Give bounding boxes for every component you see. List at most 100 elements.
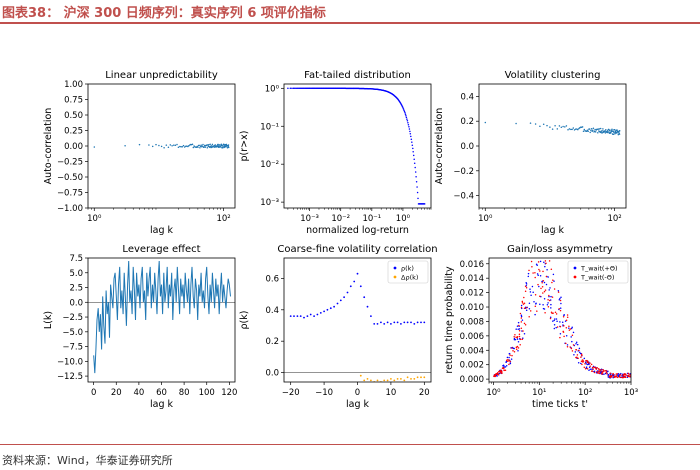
figure-title: 图表38： 沪深 300 日频序列：真实序列 6 项评价指标	[2, 6, 326, 21]
y-tick-label: 0.002	[460, 361, 484, 371]
data-point	[420, 376, 422, 379]
data-point	[613, 131, 615, 133]
x-tick-label: 10⁰	[486, 388, 501, 398]
plot-area	[88, 260, 235, 374]
data-point	[403, 109, 405, 111]
data-point	[515, 328, 517, 330]
data-point	[548, 294, 550, 297]
data-point	[554, 311, 557, 313]
chart-title: Volatility clustering	[505, 70, 601, 81]
data-point	[507, 360, 509, 362]
data-point	[501, 367, 504, 369]
data-point	[413, 162, 416, 165]
data-point	[565, 335, 568, 337]
data-point	[537, 261, 540, 263]
data-point	[500, 369, 502, 371]
legend-label: Δρ(k)	[401, 274, 418, 282]
data-point	[549, 287, 551, 289]
data-point	[517, 349, 519, 352]
data-point	[571, 334, 574, 336]
data-point	[515, 336, 517, 338]
data-point	[416, 321, 419, 324]
data-point	[565, 327, 568, 329]
data-point	[597, 367, 600, 370]
data-point	[370, 379, 372, 382]
data-point	[590, 129, 592, 132]
data-point	[595, 368, 598, 370]
data-point	[602, 369, 604, 371]
y-axis-label: p(r>x)	[239, 131, 250, 162]
data-point	[363, 379, 366, 382]
chart-title: Coarse-fine volatility correlation	[277, 244, 437, 255]
data-point	[525, 286, 528, 289]
data-point	[557, 289, 560, 292]
y-tick-label: 0.00	[64, 142, 83, 152]
data-point	[176, 143, 178, 146]
data-point	[373, 323, 376, 325]
data-point	[601, 130, 603, 132]
data-point	[513, 338, 516, 341]
data-point	[520, 314, 523, 317]
data-point	[617, 372, 620, 375]
data-point	[607, 370, 609, 373]
data-point	[588, 369, 590, 371]
data-point	[600, 373, 603, 375]
data-point	[597, 132, 599, 134]
plot-frame	[488, 257, 632, 383]
y-tick-label: −0.75	[57, 189, 83, 199]
data-point	[513, 337, 516, 340]
data-point	[151, 145, 154, 148]
data-point	[608, 131, 610, 133]
data-point	[588, 366, 591, 369]
data-point	[160, 145, 163, 148]
data-point	[503, 369, 505, 371]
y-tick-label: −0.4	[453, 192, 474, 202]
data-point	[550, 295, 552, 298]
data-point	[521, 300, 524, 303]
chart-title: Leverage effect	[122, 244, 200, 255]
data-point	[227, 144, 230, 146]
data-point	[182, 144, 185, 147]
data-point	[225, 145, 227, 148]
data-point	[517, 341, 520, 343]
data-point	[406, 376, 409, 379]
data-point	[515, 348, 518, 350]
data-point	[520, 315, 523, 318]
data-point	[607, 373, 610, 376]
data-point	[512, 349, 514, 352]
data-point	[544, 311, 546, 314]
data-point	[586, 367, 589, 370]
x-tick-label: 10⁰	[396, 214, 411, 224]
data-point	[594, 367, 597, 369]
data-point	[553, 324, 556, 326]
y-tick-label: −2.5	[62, 313, 83, 323]
data-point	[540, 287, 542, 290]
data-point	[536, 264, 538, 266]
y-axis-label: L(k)	[43, 311, 54, 329]
data-point	[568, 128, 571, 130]
data-point	[158, 144, 160, 147]
data-point	[563, 314, 565, 316]
data-point	[584, 367, 587, 370]
chart-p4: Leverage effect lag k L(k) −12.5 −10.0 −7.5 −5…	[43, 244, 237, 410]
data-point	[405, 115, 407, 117]
data-point	[546, 269, 548, 271]
plot-area	[284, 272, 431, 382]
data-point	[293, 87, 296, 90]
data-point	[575, 348, 577, 351]
data-point	[407, 123, 410, 126]
data-point	[542, 279, 545, 282]
data-point	[516, 325, 519, 327]
data-point	[390, 378, 392, 380]
data-point	[329, 307, 332, 310]
data-point	[407, 121, 409, 124]
data-point	[553, 280, 555, 282]
data-point	[524, 285, 527, 288]
data-point	[566, 344, 569, 346]
data-point	[622, 374, 625, 376]
data-point	[565, 125, 568, 127]
data-point	[566, 316, 569, 318]
data-point	[222, 145, 224, 147]
y-tick-label: 0.50	[64, 111, 83, 121]
data-point	[523, 333, 526, 335]
